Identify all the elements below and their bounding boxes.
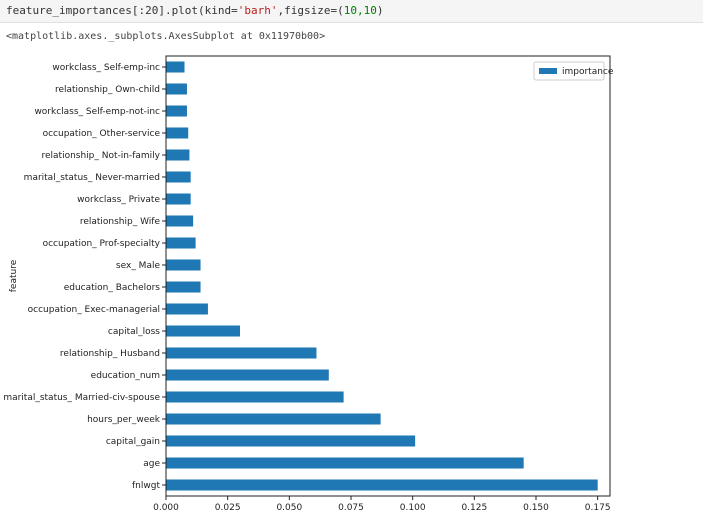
x-tick-label-5: 0.125 (461, 503, 487, 513)
y-tick-label-0: fnlwgt (132, 481, 160, 491)
code-prefix: feature_importances[:20].plot(kind= (6, 4, 238, 17)
bar-15 (166, 149, 190, 161)
y-axis-label: feature (9, 259, 19, 292)
y-tick-label-6: relationship_ Husband (60, 349, 160, 359)
output-text: <matplotlib.axes._subplots.AxesSubplot a… (6, 31, 326, 42)
bar-2 (166, 435, 416, 447)
bar-9 (166, 281, 201, 293)
x-tick-label-7: 0.175 (585, 503, 611, 513)
y-tick-label-18: relationship_ Own-child (55, 85, 160, 95)
bar-3 (166, 413, 381, 425)
bar-0 (166, 479, 598, 491)
bar-18 (166, 83, 187, 95)
bar-6 (166, 347, 317, 359)
x-tick-label-1: 0.025 (215, 503, 241, 513)
bar-16 (166, 127, 189, 139)
y-tick-label-5: education_num (91, 371, 160, 381)
x-tick-label-6: 0.150 (523, 503, 549, 513)
y-tick-label-14: marital_status_ Never-married (24, 173, 160, 183)
bar-11 (166, 237, 196, 249)
y-tick-label-13: workclass_ Private (77, 195, 160, 205)
feature-importance-chart: fnlwgt age capital_gain hours_per_week marit… (3, 55, 614, 513)
bar-12 (166, 215, 194, 227)
code-figsize: 10,10 (343, 4, 377, 17)
y-tick-label-1: age (143, 459, 160, 469)
bar-8 (166, 303, 208, 315)
plot-frame (165, 55, 611, 497)
bar-10 (166, 259, 201, 271)
y-tick-label-17: workclass_ Self-emp-not-inc (34, 107, 160, 117)
y-tick-label-2: capital_gain (106, 437, 160, 447)
bar-1 (166, 457, 524, 469)
bar-5 (166, 369, 329, 381)
y-tick-label-7: capital_loss (108, 327, 160, 337)
x-tick-label-0: 0.000 (153, 503, 179, 513)
legend-swatch (539, 68, 557, 74)
x-tick-label-4: 0.100 (400, 503, 426, 513)
code-mid: ,figsize=( (277, 4, 344, 17)
bar-7 (166, 325, 240, 337)
code-kind-value: 'barh' (237, 4, 278, 17)
bar-14 (166, 171, 191, 183)
y-tick-label-9: education_ Bachelors (64, 283, 161, 293)
y-tick-label-16: occupation_ Other-service (43, 129, 161, 139)
y-tick-label-12: relationship_ Wife (80, 217, 161, 227)
code-suffix: ) (376, 4, 384, 17)
legend-box (533, 61, 605, 81)
x-tick-label-2: 0.050 (276, 503, 302, 513)
y-tick-label-3: hours_per_week (87, 415, 161, 425)
y-tick-label-11: occupation_ Prof-specialty (43, 239, 161, 249)
bar-19 (166, 61, 185, 73)
y-tick-label-15: relationship_ Not-in-family (41, 151, 160, 161)
bar-13 (166, 193, 191, 205)
bar-4 (166, 391, 344, 403)
code-line: feature_importances[:20].plot(kind='barh… (6, 4, 384, 17)
code-cell[interactable]: feature_importances[:20].plot(kind='barh… (0, 0, 703, 23)
y-tick-label-19: workclass_ Self-emp-inc (52, 63, 160, 73)
legend-label: importance (562, 67, 614, 77)
y-tick-label-10: sex_ Male (116, 261, 161, 271)
y-tick-label-8: occupation_ Exec-managerial (28, 305, 160, 315)
y-tick-label-4: marital_status_ Married-civ-spouse (3, 393, 160, 403)
x-tick-label-3: 0.075 (338, 503, 364, 513)
bar-17 (166, 105, 187, 117)
